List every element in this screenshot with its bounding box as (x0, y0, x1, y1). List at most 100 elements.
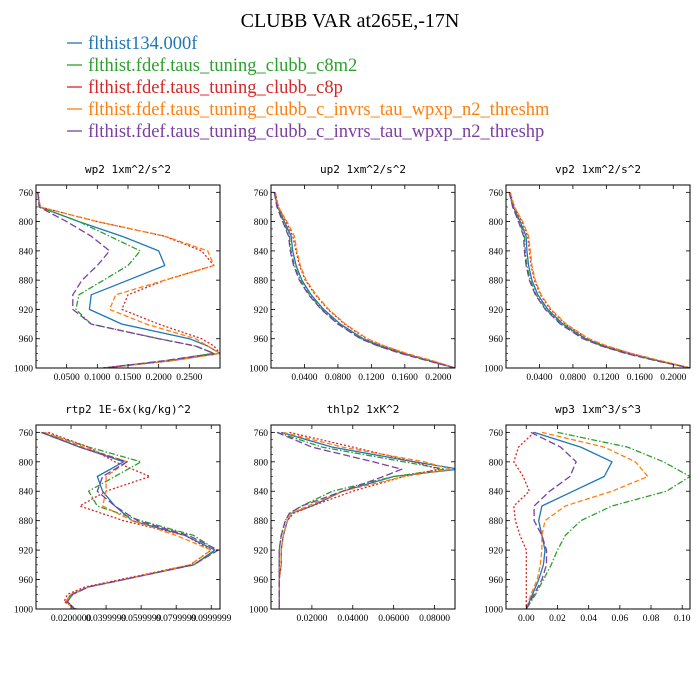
series-line (41, 431, 216, 609)
series-line (273, 192, 455, 368)
y-tick-label: 800 (19, 458, 34, 468)
y-tick-label: 800 (489, 218, 504, 228)
x-tick-label: 0.1500 (115, 373, 141, 383)
y-tick-label: 880 (19, 517, 34, 527)
panel-title: wp2 1xm^2/s^2 (85, 163, 171, 176)
series-line (48, 431, 212, 609)
y-tick-label: 960 (489, 576, 504, 586)
y-tick-label: 760 (254, 189, 269, 199)
x-tick-label: 0.08 (643, 614, 660, 624)
y-tick-label: 920 (254, 306, 269, 316)
y-tick-label: 920 (19, 306, 34, 316)
panel-1: wp2 1xm^2/s^2 760 800 840 880 920 960 1000 0.050… (14, 163, 221, 383)
y-tick-label: 960 (19, 335, 34, 345)
x-tick-label: 0.0400 (526, 373, 552, 383)
x-tick-label: 0.0999999 (191, 614, 232, 624)
x-tick-label: 0.10 (674, 614, 691, 624)
panel-6: wp3 1xm^3/s^3 760 800 840 880 920 960 1000 0.00 0… (484, 403, 691, 624)
series-line (525, 431, 690, 609)
y-tick-label: 760 (489, 189, 504, 199)
y-tick-label: 800 (254, 458, 269, 468)
legend-label: flthist.fdef.taus_tuning_clubb_c8m2 (88, 56, 357, 76)
legend-entry: flthist.fdef.taus_tuning_clubb_c_invrs_t… (67, 122, 544, 142)
x-tick-label: 0.2000 (425, 373, 451, 383)
series-line (278, 431, 452, 609)
series-line (278, 431, 455, 609)
series-line (42, 431, 218, 609)
y-tick-label: 960 (489, 335, 504, 345)
legend: flthist134.000fflthist.fdef.taus_tuning_… (67, 34, 550, 142)
y-tick-label: 880 (254, 277, 269, 287)
series-line (274, 192, 455, 368)
series-line (525, 431, 649, 609)
series-group (513, 431, 690, 609)
panel-5: thlp2 1xK^2 760 800 840 880 920 960 1000 0.02000… (249, 403, 456, 624)
series-line (37, 192, 215, 368)
series-group (273, 192, 455, 368)
x-tick-label: 0.1200 (593, 373, 619, 383)
panel-title: vp2 1xm^2/s^2 (555, 163, 641, 176)
panel-title: thlp2 1xK^2 (327, 403, 400, 416)
y-tick-label: 840 (19, 488, 34, 498)
x-tick-label: 0.00 (518, 614, 535, 624)
panel-2: up2 1xm^2/s^2 760 800 840 880 920 960 1000 0.040… (249, 163, 456, 383)
legend-label: flthist.fdef.taus_tuning_clubb_c_invrs_t… (88, 100, 550, 120)
series-line (37, 192, 215, 368)
x-tick-label: 0.08000 (419, 614, 450, 624)
series-line (508, 192, 690, 368)
x-tick-label: 0.0399999 (86, 614, 127, 624)
series-line (273, 192, 455, 368)
y-tick-label: 920 (19, 547, 34, 557)
series-line (37, 192, 220, 368)
x-tick-label: 0.2000 (146, 373, 172, 383)
plot-frame (270, 424, 456, 610)
legend-entry: flthist134.000f (67, 34, 198, 54)
panel-title: wp3 1xm^3/s^3 (555, 403, 641, 416)
plot-frame (505, 424, 691, 610)
y-tick-label: 1000 (484, 365, 503, 375)
panel-title: rtp2 1E-6x(kg/kg)^2 (65, 403, 191, 416)
x-tick-label: 0.0400 (291, 373, 317, 383)
x-tick-label: 0.0800 (560, 373, 586, 383)
x-tick-label: 0.2000 (660, 373, 686, 383)
series-group (508, 192, 690, 368)
series-line (276, 431, 403, 609)
series-line (41, 431, 219, 609)
y-tick-label: 760 (489, 429, 504, 439)
series-line (508, 192, 690, 368)
series-line (525, 431, 577, 609)
y-tick-label: 760 (19, 189, 34, 199)
plot-frame (35, 424, 221, 610)
x-tick-label: 0.06 (612, 614, 629, 624)
panel-4: rtp2 1E-6x(kg/kg)^2 760 800 840 880 920 960 100… (14, 403, 232, 624)
panel-3: vp2 1xm^2/s^2 760 800 840 880 920 960 1000 0.040… (484, 163, 691, 383)
x-tick-label: 0.2500 (176, 373, 202, 383)
x-tick-label: 0.04000 (337, 614, 368, 624)
series-line (276, 431, 446, 609)
series-line (37, 192, 220, 368)
y-tick-label: 760 (254, 429, 269, 439)
y-tick-label: 840 (489, 247, 504, 257)
x-tick-label: 0.0500 (54, 373, 80, 383)
x-tick-label: 0.02000 (296, 614, 327, 624)
panel-title: up2 1xm^2/s^2 (320, 163, 406, 176)
legend-label: flthist.fdef.taus_tuning_clubb_c_invrs_t… (88, 122, 544, 142)
y-tick-label: 1000 (14, 606, 33, 616)
y-tick-label: 960 (254, 335, 269, 345)
y-tick-label: 1000 (249, 365, 268, 375)
y-tick-label: 840 (489, 488, 504, 498)
y-tick-label: 1000 (249, 606, 268, 616)
x-tick-label: 0.06000 (378, 614, 409, 624)
x-tick-label: 0.1600 (627, 373, 653, 383)
y-tick-label: 920 (489, 547, 504, 557)
legend-entry: flthist.fdef.taus_tuning_clubb_c_invrs_t… (67, 100, 550, 120)
y-tick-label: 800 (489, 458, 504, 468)
x-tick-label: 0.02 (549, 614, 566, 624)
x-tick-label: 0.0799999 (156, 614, 197, 624)
y-tick-label: 960 (254, 576, 269, 586)
x-tick-label: 0.0599999 (121, 614, 162, 624)
legend-entry: flthist.fdef.taus_tuning_clubb_c8m2 (67, 56, 357, 76)
x-tick-label: 0.1600 (392, 373, 418, 383)
x-tick-label: 0.0200000 (51, 614, 92, 624)
legend-entry: flthist.fdef.taus_tuning_clubb_c8p (67, 78, 343, 98)
